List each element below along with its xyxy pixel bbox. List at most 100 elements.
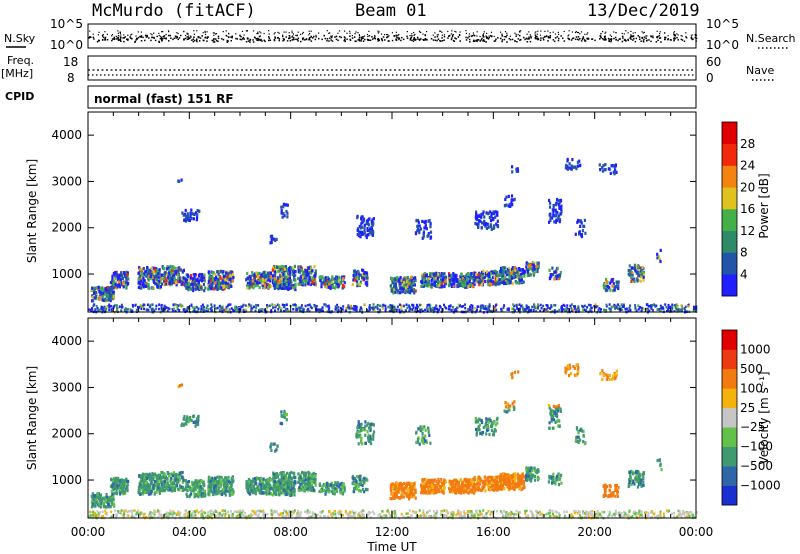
nsky-point bbox=[414, 39, 416, 41]
scatter-cell bbox=[487, 273, 490, 277]
nsearch-point bbox=[414, 33, 416, 35]
scatter-cell bbox=[534, 267, 537, 271]
scatter-cell bbox=[304, 274, 307, 278]
scatter-cell bbox=[142, 303, 145, 306]
scatter-cell bbox=[438, 275, 441, 279]
scatter-cell bbox=[138, 266, 141, 270]
scatter-cell bbox=[121, 490, 124, 494]
scatter-cell bbox=[441, 279, 444, 283]
scatter-cell bbox=[120, 281, 123, 285]
nsky-point bbox=[137, 36, 140, 39]
scatter-cell bbox=[339, 281, 342, 285]
scatter-cell bbox=[123, 271, 126, 275]
scatter-cell bbox=[172, 486, 175, 490]
nsearch-point bbox=[135, 35, 137, 37]
scatter-cell bbox=[642, 272, 645, 276]
scatter-cell bbox=[98, 297, 101, 301]
scatter-cell bbox=[484, 221, 487, 226]
scatter-cell bbox=[204, 286, 207, 290]
nsearch-point bbox=[274, 32, 276, 34]
scatter-cell bbox=[580, 235, 583, 239]
scatter-cell bbox=[214, 272, 217, 276]
scatter-cell bbox=[520, 304, 523, 308]
scatter-cell bbox=[207, 287, 210, 291]
scatter-cell bbox=[528, 267, 531, 272]
nsky-point bbox=[131, 38, 133, 40]
scatter-cell bbox=[510, 203, 514, 207]
nsky-point bbox=[358, 38, 361, 40]
scatter-cell bbox=[408, 285, 411, 289]
scatter-cell bbox=[448, 273, 451, 277]
scatter-cell bbox=[236, 308, 239, 312]
scatter-cell bbox=[155, 490, 158, 494]
nsky-point bbox=[608, 40, 610, 43]
scatter-cell bbox=[525, 265, 528, 269]
scatter-cell bbox=[583, 304, 586, 308]
nsearch-point bbox=[337, 32, 339, 34]
scatter-cell bbox=[511, 165, 514, 169]
scatter-cell bbox=[600, 308, 602, 311]
scatter-cell bbox=[297, 270, 300, 274]
scatter-cell bbox=[329, 286, 332, 290]
scatter-cell bbox=[343, 281, 346, 285]
scatter-cell bbox=[116, 306, 119, 310]
nsky-point bbox=[583, 39, 586, 41]
scatter-cell bbox=[465, 278, 469, 282]
scatter-cell bbox=[96, 492, 99, 496]
nsearch-point bbox=[621, 32, 623, 35]
scatter-cell bbox=[157, 307, 160, 311]
nsky-point bbox=[177, 38, 179, 41]
scatter-cell bbox=[110, 501, 113, 505]
scatter-cell bbox=[111, 279, 114, 283]
nsearch-point bbox=[377, 30, 379, 32]
nsearch-point bbox=[364, 35, 366, 37]
nsearch-point bbox=[609, 34, 611, 36]
scatter-cell bbox=[264, 283, 267, 287]
nave-tick-top: 60 bbox=[706, 55, 721, 69]
scatter-cell bbox=[140, 267, 143, 271]
nsearch-point bbox=[544, 30, 546, 32]
scatter-cell bbox=[308, 303, 311, 306]
scatter-cell bbox=[155, 278, 158, 282]
scatter-cell bbox=[610, 279, 613, 283]
scatter-cell bbox=[450, 273, 453, 277]
scatter-cell bbox=[119, 478, 122, 483]
scatter-cell bbox=[206, 304, 209, 307]
scatter-cell bbox=[421, 280, 424, 284]
scatter-cell bbox=[444, 305, 447, 309]
scatter-cell bbox=[250, 282, 253, 286]
scatter-cell bbox=[184, 279, 187, 284]
scatter-cell bbox=[111, 492, 114, 496]
scatter-cell bbox=[310, 271, 313, 275]
scatter-cell bbox=[141, 474, 144, 478]
scatter-cell bbox=[444, 279, 448, 283]
scatter-cell bbox=[558, 205, 561, 209]
scatter-cell bbox=[170, 485, 173, 489]
nsearch-point bbox=[486, 32, 488, 34]
scatter-cell bbox=[527, 308, 530, 312]
scatter-cell bbox=[331, 275, 334, 279]
scatter-cell bbox=[651, 304, 654, 307]
nsearch-point bbox=[634, 32, 636, 34]
scatter-cell bbox=[509, 204, 512, 208]
nsky-point bbox=[380, 37, 383, 40]
scatter-cell bbox=[162, 266, 165, 270]
scatter-cell bbox=[342, 278, 345, 283]
scatter-cell bbox=[473, 272, 477, 276]
nsky-point bbox=[174, 35, 177, 37]
scatter-cell bbox=[175, 283, 178, 287]
scatter-cell bbox=[324, 304, 327, 308]
scatter-cell bbox=[223, 275, 226, 279]
nsearch-point bbox=[694, 33, 696, 36]
scatter-cell bbox=[452, 272, 455, 276]
scatter-cell bbox=[141, 492, 145, 496]
scatter-cell bbox=[218, 304, 221, 308]
scatter-cell bbox=[314, 304, 317, 308]
nsky-point bbox=[140, 40, 143, 42]
scatter-cell bbox=[267, 271, 270, 275]
nsky-point bbox=[568, 38, 570, 41]
scatter-cell bbox=[322, 277, 325, 281]
nsky-point bbox=[308, 37, 311, 40]
scatter-cell bbox=[158, 487, 161, 491]
nsearch-point bbox=[288, 32, 290, 34]
